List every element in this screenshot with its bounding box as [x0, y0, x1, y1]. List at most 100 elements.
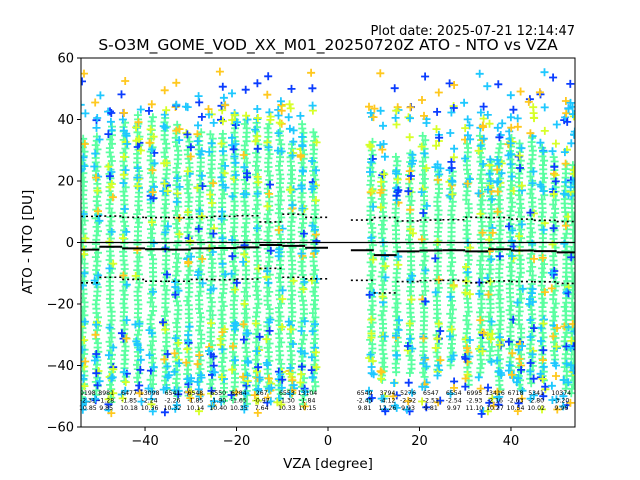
scatter-point [252, 304, 261, 312]
scatter-point [231, 171, 240, 179]
bin-stat-label: 10.35 [230, 405, 248, 412]
scatter-point [529, 167, 538, 176]
scatter-point [528, 228, 537, 237]
scatter-point [422, 201, 431, 210]
bin-stat-label: 9.81 [424, 405, 438, 412]
scatter-point [196, 390, 205, 399]
scatter-point [366, 271, 375, 280]
scatter-point [276, 370, 285, 379]
scatter-point [526, 159, 535, 168]
scatter-point [175, 359, 184, 368]
scatter-point [379, 140, 388, 148]
scatter-point [526, 367, 535, 376]
scatter-point [493, 207, 502, 216]
scatter-point [478, 252, 487, 261]
scatter-point [527, 379, 536, 388]
scatter-point [431, 343, 440, 352]
scatter-point [493, 187, 502, 196]
scatter-point [133, 257, 142, 266]
scatter-point [483, 407, 492, 416]
scatter-point [254, 295, 263, 304]
scatter-point [160, 204, 169, 213]
scatter-point [526, 316, 535, 324]
scatter-point [378, 145, 387, 154]
scatter-point [195, 326, 204, 335]
scatter-point [263, 138, 272, 147]
scatter-point [149, 287, 157, 296]
scatter-point [134, 218, 143, 227]
bin-stat-label: 5276 [400, 390, 416, 397]
scatter-point [495, 144, 504, 153]
scatter-point [495, 252, 504, 261]
scatter-point [552, 395, 561, 404]
scatter-point [560, 148, 569, 157]
scatter-point [517, 165, 526, 174]
scatter-point [395, 316, 403, 325]
scatter-point [494, 329, 503, 338]
scatter-point [147, 100, 156, 109]
scatter-point [548, 147, 557, 156]
scatter-point [278, 375, 287, 384]
scatter-point [370, 104, 379, 113]
scatter-point [159, 385, 168, 394]
scatter-point [422, 403, 431, 412]
scatter-point [119, 286, 128, 295]
scatter-point [175, 182, 184, 191]
scatter-point [405, 369, 414, 377]
scatter-point [171, 290, 180, 299]
scatter-point [549, 200, 558, 209]
scatter-point [253, 114, 262, 122]
scatter-point [446, 292, 455, 301]
scatter-point [105, 264, 114, 273]
scatter-point [262, 335, 271, 344]
scatter-point [288, 359, 296, 368]
scatter-point [447, 344, 455, 353]
scatter-point [408, 388, 417, 397]
scatter-point [277, 383, 286, 392]
scatter-point [148, 358, 157, 367]
scatter-point [462, 191, 471, 200]
scatter-point [146, 125, 155, 134]
scatter-point [419, 334, 428, 343]
scatter-point [286, 185, 295, 194]
bin-stat-label: 5341 [528, 390, 544, 397]
scatter-point [548, 240, 557, 249]
scatter-point [240, 163, 249, 172]
scatter-point [252, 396, 261, 405]
scatter-point [120, 260, 129, 269]
scatter-point [526, 333, 535, 341]
scatter-point [479, 114, 488, 123]
scatter-point [567, 336, 575, 345]
scatter-point [133, 122, 142, 131]
scatter-point [392, 106, 401, 115]
scatter-point [421, 252, 430, 261]
scatter-point [515, 151, 524, 160]
scatter-point [240, 120, 249, 128]
scatter-point [197, 330, 206, 339]
scatter-point [563, 117, 572, 126]
scatter-point [367, 158, 376, 167]
scatter-point [367, 233, 376, 242]
scatter-point [495, 195, 504, 204]
scatter-point [478, 228, 487, 237]
scatter-point [365, 102, 373, 111]
scatter-point [161, 325, 170, 334]
scatter-point [297, 362, 306, 371]
scatter-point [464, 359, 473, 368]
scatter-point [570, 169, 575, 178]
scatter-point [206, 286, 215, 294]
scatter-point [463, 324, 472, 333]
scatter-point [206, 169, 215, 177]
scatter-point [436, 396, 445, 405]
scatter-point [447, 219, 456, 228]
bin-stat-label: 6547 [423, 390, 439, 397]
scatter-point [145, 106, 153, 115]
scatter-point [297, 249, 306, 258]
scatter-point [368, 224, 377, 232]
scatter-point [194, 385, 203, 394]
scatter-point [265, 305, 274, 314]
scatter-point [549, 290, 558, 299]
scatter-point [274, 303, 283, 312]
scatter-point [284, 113, 293, 122]
scatter-point [277, 213, 286, 222]
